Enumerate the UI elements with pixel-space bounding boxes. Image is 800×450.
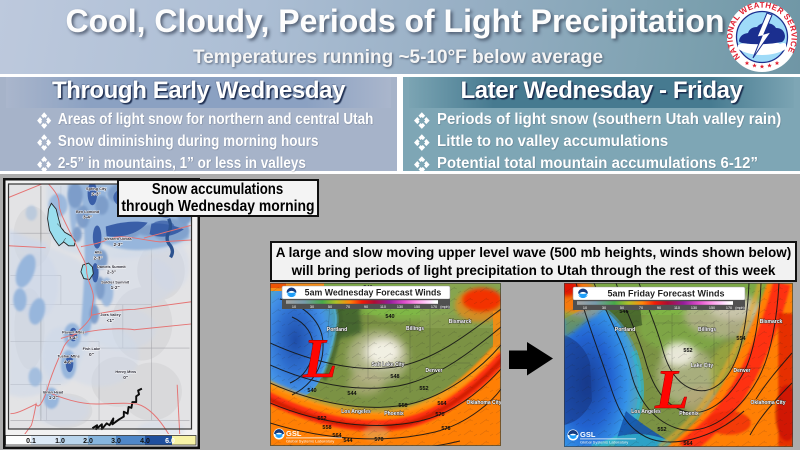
svg-text:5am Friday Forecast Winds: 5am Friday Forecast Winds: [608, 289, 725, 299]
svg-text:2-3": 2-3": [107, 270, 116, 276]
svg-text:70: 70: [639, 306, 643, 310]
svg-text:70: 70: [346, 305, 350, 309]
svg-text:Henry Mtns: Henry Mtns: [115, 370, 136, 374]
svg-text:554: 554: [736, 336, 746, 342]
svg-text:Ben Lomond: Ben Lomond: [76, 210, 100, 214]
svg-text:540: 540: [307, 388, 316, 394]
svg-text:1.0: 1.0: [55, 438, 65, 445]
svg-text:544: 544: [343, 438, 353, 444]
svg-text:GSL: GSL: [286, 429, 302, 438]
svg-text:1-2": 1-2": [49, 395, 58, 401]
svg-text:2-3": 2-3": [114, 242, 123, 248]
svg-text:Western Uintas: Western Uintas: [104, 237, 132, 241]
svg-text:3-4": 3-4": [69, 335, 78, 341]
svg-text:Phoenix: Phoenix: [679, 411, 699, 417]
svg-text:(mph): (mph): [735, 306, 744, 310]
svg-text:4-6": 4-6": [64, 359, 73, 365]
svg-text:Oklahoma City: Oklahoma City: [466, 400, 501, 406]
svg-text:10: 10: [292, 305, 296, 309]
svg-text:Billings: Billings: [406, 326, 424, 332]
svg-text:150: 150: [709, 306, 715, 310]
svg-text:130: 130: [397, 305, 403, 309]
svg-text:6.0: 6.0: [165, 438, 175, 445]
svg-text:552: 552: [683, 348, 692, 354]
svg-text:Joes Valley: Joes Valley: [100, 313, 121, 317]
svg-text:L: L: [654, 359, 689, 421]
svg-text:1-2": 1-2": [111, 285, 120, 291]
svg-text:50: 50: [328, 305, 332, 309]
svg-text:Denver: Denver: [734, 368, 751, 374]
svg-text:552: 552: [419, 386, 428, 392]
svg-text:170: 170: [726, 306, 732, 310]
svg-text:4.0: 4.0: [140, 438, 150, 445]
svg-text:Salt Lake City: Salt Lake City: [372, 362, 405, 368]
svg-text:Phoenix: Phoenix: [384, 411, 404, 417]
svg-text:Oklahoma City: Oklahoma City: [750, 400, 785, 406]
svg-text:Daniels Summit: Daniels Summit: [97, 265, 126, 269]
svg-text:552: 552: [317, 416, 326, 422]
svg-text:2-3": 2-3": [92, 192, 101, 198]
svg-text:570: 570: [435, 412, 444, 418]
svg-text:3-4": 3-4": [83, 215, 92, 221]
svg-text:0.1: 0.1: [26, 438, 36, 445]
svg-text:3.0: 3.0: [111, 438, 121, 445]
svg-text:552: 552: [657, 427, 666, 433]
svg-text:540: 540: [385, 314, 394, 320]
svg-text:Global Systems Laboratory: Global Systems Laboratory: [286, 439, 334, 444]
svg-text:548: 548: [390, 374, 399, 380]
svg-text:546: 546: [619, 309, 628, 315]
svg-text:110: 110: [674, 306, 680, 310]
svg-text:558: 558: [322, 425, 331, 431]
svg-text:110: 110: [380, 305, 386, 309]
svg-text:5am Wednesday Forecast Winds: 5am Wednesday Forecast Winds: [305, 288, 442, 298]
svg-text:558: 558: [398, 403, 407, 409]
svg-text:Bismarck: Bismarck: [449, 319, 472, 325]
svg-text:564: 564: [683, 441, 693, 447]
svg-text:564: 564: [332, 433, 342, 439]
svg-text:576: 576: [441, 426, 450, 432]
svg-text:90: 90: [657, 306, 661, 310]
svg-text:30: 30: [602, 306, 606, 310]
svg-text:Fish Lake: Fish Lake: [83, 347, 101, 351]
svg-text:Los Angeles: Los Angeles: [631, 409, 661, 415]
svg-text:10: 10: [583, 306, 587, 310]
svg-text:Portland: Portland: [615, 327, 635, 333]
svg-text:Portland: Portland: [327, 327, 347, 333]
svg-text:Tushar Mtns: Tushar Mtns: [57, 355, 79, 359]
svg-text:Alta: Alta: [94, 250, 102, 254]
svg-text:170: 170: [431, 305, 437, 309]
svg-text:0": 0": [123, 375, 128, 381]
svg-text:Denver: Denver: [426, 368, 443, 374]
svg-text:2-3": 2-3": [94, 255, 103, 261]
svg-text:564: 564: [437, 401, 447, 407]
svg-text:Global Systems Laboratory: Global Systems Laboratory: [580, 440, 628, 445]
svg-text:Bismarck: Bismarck: [760, 319, 783, 325]
svg-text:Billings: Billings: [698, 327, 716, 333]
svg-text:570: 570: [374, 437, 383, 443]
svg-text:150: 150: [414, 305, 420, 309]
svg-text:Pavant Mtns: Pavant Mtns: [62, 331, 84, 335]
svg-text:Brian Head: Brian Head: [43, 390, 64, 394]
svg-text:90: 90: [364, 305, 368, 309]
svg-text:Los Angeles: Los Angeles: [341, 409, 371, 415]
svg-text:Spring City: Spring City: [86, 187, 107, 191]
svg-text:Lake City: Lake City: [691, 363, 713, 369]
svg-text:544: 544: [347, 391, 357, 397]
svg-text:2.0: 2.0: [83, 438, 93, 445]
svg-text:(mph): (mph): [440, 305, 449, 309]
svg-text:0": 0": [89, 352, 94, 358]
svg-text:50: 50: [620, 306, 624, 310]
svg-text:30: 30: [310, 305, 314, 309]
svg-text:GSL: GSL: [580, 430, 596, 439]
svg-text:L: L: [302, 328, 337, 390]
svg-text:Soldier Summit: Soldier Summit: [101, 280, 130, 284]
svg-text:130: 130: [691, 306, 697, 310]
svg-text:<1": <1": [107, 318, 115, 324]
